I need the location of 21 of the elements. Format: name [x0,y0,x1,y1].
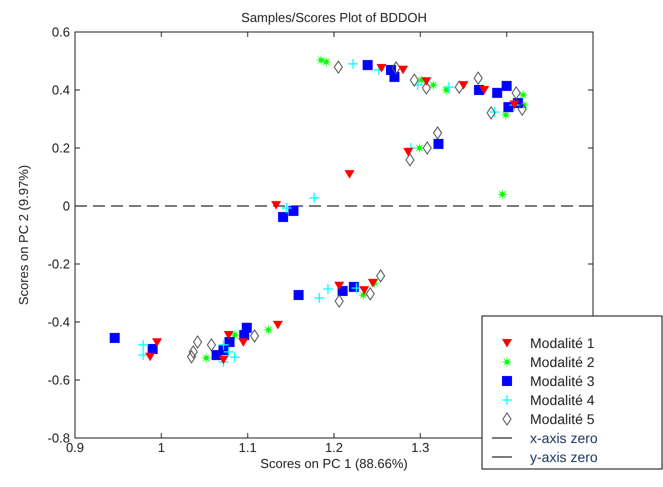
y-tick-label: -0.2 [48,256,70,272]
y-tick-label: 0.4 [52,82,70,98]
legend-label: Modalité 3 [530,373,595,389]
y-tick-label: 0.2 [52,140,70,156]
legend-label: Modalité 1 [530,335,595,351]
y-tick-label: 0 [62,198,70,214]
y-tick-label: -0.4 [48,314,70,330]
y-tick-label: 0.6 [52,24,70,40]
x-axis-title: Scores on PC 1 (88.66%) [260,456,408,471]
x-tick-label: 1 [158,440,165,455]
legend-label: Modalité 2 [530,354,595,370]
x-tick-label: 1.2 [324,440,344,455]
y-tick-label: -0.6 [48,372,70,388]
legend-label: Modalité 4 [530,392,595,408]
x-tick-label: 1.1 [238,440,257,455]
x-tick-label: 1.3 [411,440,430,455]
chart-title: Samples/Scores Plot of BDDOH [241,10,427,25]
y-axis-title: Scores on PC 2 (9.97%) [16,164,31,306]
legend-label: x-axis zero [530,430,598,446]
text: y-axis zero [530,449,598,465]
legend-label: Modalité 5 [530,411,595,427]
